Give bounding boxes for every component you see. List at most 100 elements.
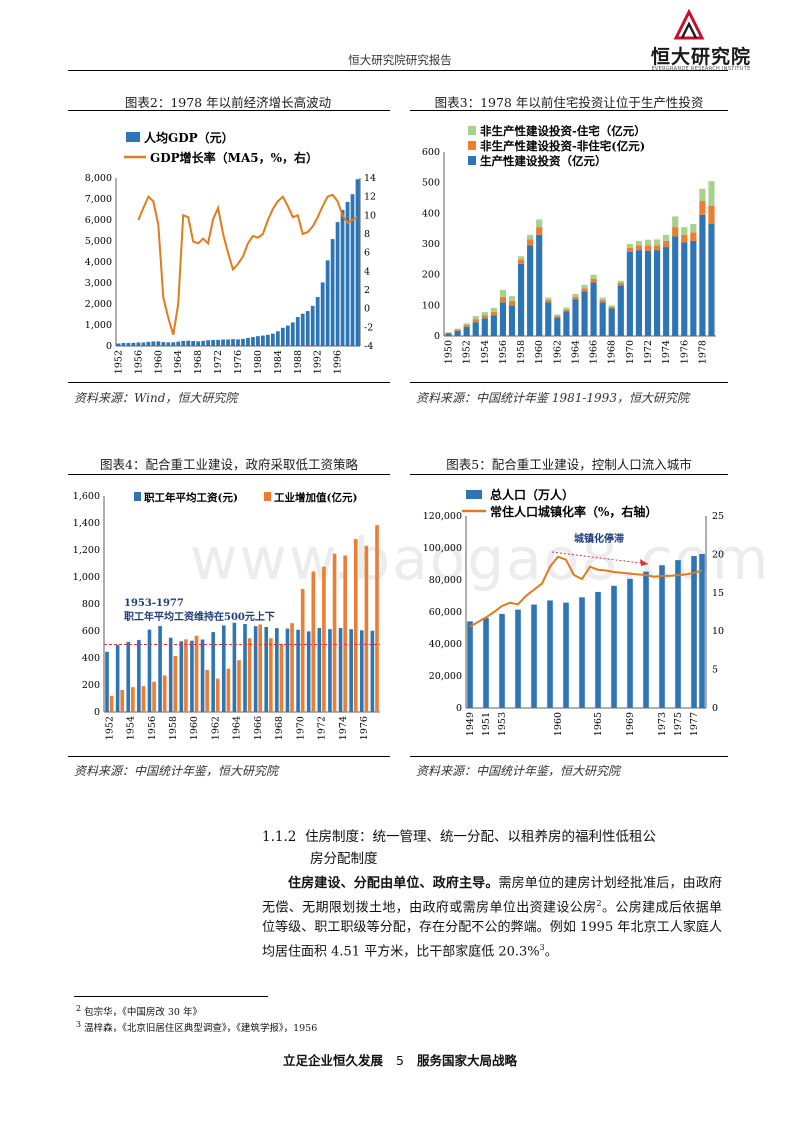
fig3-bar-seg-0 [517, 263, 525, 336]
fig2-xtick: 1984 [273, 350, 284, 374]
fig5-bar-population [563, 602, 569, 708]
fig5-xtick: 1949 [465, 712, 476, 736]
fig2-bar [131, 342, 136, 346]
fig4-bar-wage [137, 639, 141, 712]
fig4-ytick: 400 [82, 653, 100, 664]
fig3-xtick: 1962 [552, 340, 563, 364]
fig2-legend-label-gdp: 人均GDP（元） [144, 130, 234, 145]
fig4-bar-wage [115, 645, 120, 712]
fig3-bar-seg-2 [527, 234, 534, 240]
fig2-xtick: 1964 [173, 350, 184, 374]
fig4-xtick: 1954 [126, 716, 137, 740]
fig5-xtick: 1969 [625, 712, 636, 736]
fig5-ytick-right: 5 [712, 665, 718, 676]
fig2-ytick-left: 1,000 [85, 320, 112, 331]
fig2-ytick-right: 12 [364, 192, 376, 203]
fig4-bar-industry [184, 639, 188, 712]
fig3-bar-seg-2 [508, 296, 516, 302]
fig3-bar-seg-1 [681, 234, 688, 243]
fig3-bar-seg-1 [581, 288, 588, 292]
fig4-bar-industry [152, 681, 156, 712]
fig2-ytick-left: 4,000 [85, 257, 112, 268]
fig4-xtick: 1970 [295, 716, 306, 740]
fig5-legend-label-urbanization: 常住人口城镇化率（%，右轴） [490, 504, 657, 519]
fig3-bar-seg-0 [708, 224, 715, 336]
fig3-xtick: 1950 [444, 340, 455, 364]
fig2-ytick-right: 10 [364, 210, 376, 221]
fig4-bar-wage [349, 629, 353, 712]
fig2-bar [151, 341, 156, 346]
fig3-bar-seg-2 [517, 256, 525, 260]
fig3-bar-seg-0 [508, 305, 516, 336]
fig3-ytick: 0 [434, 331, 440, 342]
fig3-bar-seg-1 [517, 259, 525, 264]
fig3-legend-label-2: 非生产性建设投资-住宅（亿元） [480, 124, 646, 138]
fig5-ytick-right: 10 [712, 626, 724, 637]
header-rule [68, 70, 728, 71]
footnote-ref-3[interactable]: 3 [539, 943, 545, 953]
fig3-bar-seg-0 [554, 317, 561, 336]
fig3-bar-seg-2 [644, 239, 652, 246]
fig4-bar-industry [226, 668, 231, 712]
fig3-bar-seg-2 [490, 307, 497, 312]
fig5-bar-population [675, 560, 681, 708]
fig4-bar-wage [264, 626, 269, 712]
fig4-bar-wage [158, 626, 162, 712]
body-text-2: 。公房建成后依据单位等级、职工职级等分配，存在分配不公的弊端。例如 1995 年… [262, 900, 722, 960]
fig3-bar-seg-0 [672, 236, 679, 336]
fig3-bar-seg-2 [626, 244, 633, 248]
fig4-bar-wage [211, 632, 215, 712]
fig3-bar-seg-1 [554, 316, 561, 318]
fig3-bar-seg-1 [644, 245, 652, 251]
fig3-bar-seg-0 [617, 285, 624, 336]
fig3-ytick: 600 [422, 147, 440, 158]
fig3-bar-seg-2 [608, 305, 615, 307]
fig3-bar-seg-0 [681, 242, 688, 336]
fig3-ytick: 100 [422, 300, 440, 311]
fig3-bar-seg-0 [663, 247, 670, 336]
fig2-bar [141, 342, 146, 346]
fig2-bar [315, 296, 320, 346]
fig4-bar-industry [205, 670, 209, 712]
page-footer: 立足企业恒久发展 5 服务国家大局战略 [0, 1050, 800, 1069]
fig4-bar-wage [370, 630, 375, 712]
fig4-xtick: 1960 [189, 716, 200, 740]
fig2-chart: 0 1,000 2,000 3,000 4,000 5,000 6,000 7,000 8,00… [85, 130, 376, 374]
fig3-bar-seg-1 [472, 319, 479, 323]
fig3-bar-seg-0 [599, 302, 606, 336]
fig3-bar-seg-2 [554, 314, 561, 317]
fig3-ytick: 400 [422, 208, 440, 219]
fig3-bar-seg-2 [481, 312, 488, 316]
logo: 恒大研究院 EVERGRANDE RESEARCH INSTITUTE [632, 8, 762, 72]
fig4-bar-wage [126, 641, 131, 712]
fig3-bar-seg-0 [472, 322, 479, 336]
fig3-bar-seg-0 [499, 302, 507, 336]
fig4-bar-wage [306, 631, 311, 712]
fig3-bar-seg-2 [635, 240, 643, 246]
fig4-xtick: 1962 [210, 716, 221, 740]
fig3-bar-seg-0 [481, 318, 488, 336]
fig4-ytick: 1,000 [73, 572, 100, 583]
fig5-ytick-left: 120,000 [423, 511, 462, 522]
fig4-legend-swatch-industry [264, 492, 271, 501]
fig4-ytick: 800 [82, 599, 100, 610]
fig2-bar [116, 343, 121, 346]
footnote-ref-2[interactable]: 2 [596, 899, 602, 908]
fig2-bar [305, 311, 310, 346]
fig5-title: 图表5：配合重工业建设，控制人口流入城市 [446, 457, 692, 472]
fig5-ytick-right: 15 [712, 588, 724, 599]
fig4-source: 资料来源：中国统计年鉴，恒大研究院 [74, 764, 279, 778]
fig3-bar-seg-1 [481, 315, 488, 319]
fig2-bar [211, 339, 215, 346]
fig2-bar [300, 313, 305, 346]
fig3-bar-seg-1 [617, 282, 624, 286]
fig4-bar-industry [322, 566, 326, 712]
fig3-bar-seg-1 [672, 227, 679, 237]
fig3-xtick: 1970 [625, 340, 636, 364]
fig2-bar [246, 337, 250, 346]
fig5-source-rule [410, 756, 728, 757]
fig4-bar-wage [179, 641, 184, 712]
fig3-bar-seg-1 [490, 311, 497, 316]
fig3-bar-seg-0 [572, 299, 579, 336]
body-paragraph: 住房建设、分配由单位、政府主导。需房单位的建房计划经批准后，由政府无偿、无期限划… [262, 874, 722, 963]
